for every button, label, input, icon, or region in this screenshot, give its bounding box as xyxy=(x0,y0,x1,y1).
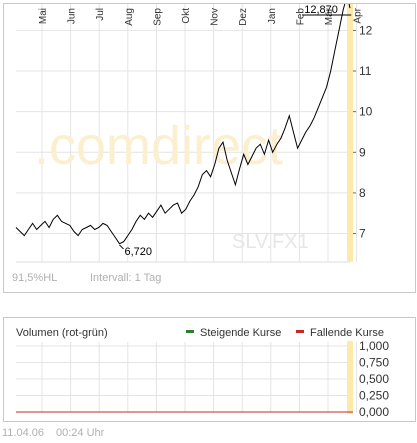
volume-axis-labels: 1,000 0,750 0,500 0,250 0,000 xyxy=(359,339,389,419)
month-label: Mai xyxy=(38,8,49,24)
volume-title: Volumen (rot-grün) xyxy=(16,327,108,339)
high-label: 12,870 xyxy=(304,4,338,16)
falling-legend-swatch xyxy=(296,330,304,333)
month-label: Aug xyxy=(124,8,135,26)
volume-grid xyxy=(16,342,358,413)
volume-chart: Volumen (rot-grün) Steigende Kurse Falle… xyxy=(16,327,389,419)
price-axis-label: 7 xyxy=(359,227,366,241)
volume-axis-label: 0,250 xyxy=(359,389,389,403)
price-axis-label: 12 xyxy=(359,23,373,37)
month-label: Nov xyxy=(210,8,221,26)
month-labels: Mai Jun Jul Aug Sep Okt Nov Dez Jan Feb Mär Apr xyxy=(38,7,364,25)
month-label: Jan xyxy=(267,8,278,24)
rising-legend-label: Steigende Kurse xyxy=(200,327,281,339)
month-label: Sep xyxy=(152,8,163,26)
volume-axis-label: 0,000 xyxy=(359,405,389,419)
price-grid xyxy=(16,4,358,263)
falling-legend-label: Fallende Kurse xyxy=(310,327,384,339)
volume-axis-label: 1,000 xyxy=(359,339,389,353)
price-line xyxy=(15,0,351,245)
price-chart: .comdirect Mai Jun Jul Aug Sep Okt Nov Dez Jan Fe… xyxy=(12,0,373,284)
footer-time: 00:24 Uhr xyxy=(56,427,105,439)
footer-date: 11.04.06 xyxy=(2,427,45,439)
low-marker xyxy=(119,244,124,250)
price-axis-label: 11 xyxy=(359,64,372,78)
volume-axis-label: 0,500 xyxy=(359,372,389,386)
price-axis-label: 9 xyxy=(359,145,366,159)
current-period-highlight xyxy=(347,4,353,262)
volume-current-highlight xyxy=(347,341,353,414)
volume-axis-label: 0,750 xyxy=(359,356,389,370)
volume-chart-panel: Volumen (rot-grün) Steigende Kurse Falle… xyxy=(3,317,416,422)
rising-legend-swatch xyxy=(186,330,194,333)
symbol-watermark: SLV.FX1 xyxy=(232,231,309,253)
price-axis-label: 8 xyxy=(359,186,366,200)
low-label: 6,720 xyxy=(125,246,153,258)
month-label: Okt xyxy=(181,8,192,24)
month-label: Jul xyxy=(95,8,106,21)
month-label: Mär xyxy=(324,7,335,25)
month-label: Jun xyxy=(67,8,78,24)
month-label: Feb xyxy=(295,8,306,26)
price-chart-panel: .comdirect Mai Jun Jul Aug Sep Okt Nov Dez Jan Fe… xyxy=(3,0,416,293)
interval-label: Intervall: 1 Tag xyxy=(90,272,161,284)
range-percent: 91,5%HL xyxy=(12,272,57,284)
price-axis-labels: 7 8 9 10 11 12 xyxy=(353,23,373,241)
price-axis-label: 10 xyxy=(359,105,373,119)
watermark-text: .comdirect xyxy=(34,116,283,176)
footer-timestamp: 11.04.06 00:24 Uhr xyxy=(2,427,116,439)
month-label: Dez xyxy=(238,8,249,26)
month-label: Apr xyxy=(353,7,364,23)
